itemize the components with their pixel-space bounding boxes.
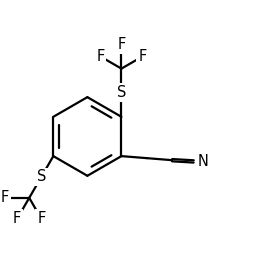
Text: S: S <box>117 85 126 100</box>
Text: N: N <box>197 154 208 169</box>
Text: F: F <box>1 190 9 205</box>
Text: F: F <box>117 37 126 52</box>
Text: F: F <box>138 49 146 64</box>
Text: F: F <box>13 211 21 226</box>
Text: F: F <box>37 211 45 226</box>
Text: F: F <box>96 49 105 64</box>
Text: S: S <box>37 170 46 185</box>
